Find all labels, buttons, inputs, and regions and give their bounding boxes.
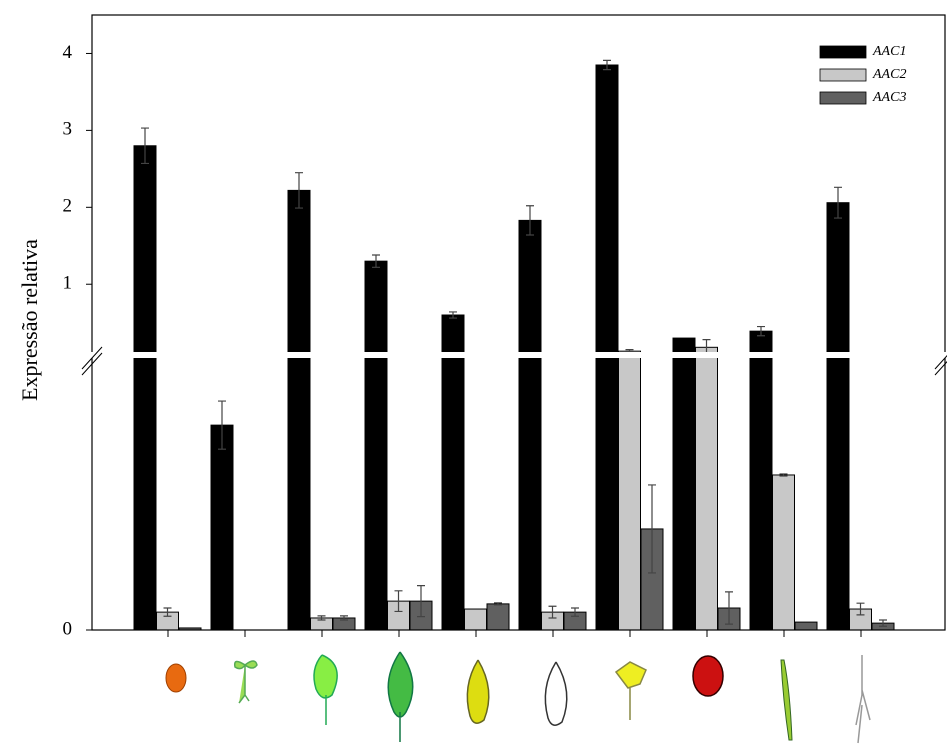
bar	[750, 331, 772, 630]
bar	[134, 146, 156, 630]
legend-label: AAC3	[872, 90, 906, 105]
bar	[596, 65, 618, 630]
bar	[519, 220, 541, 630]
legend-label: AAC1	[872, 44, 906, 59]
y-axis-label: Expressão relativa	[17, 239, 42, 401]
bar	[673, 338, 695, 630]
axis-break-gap	[91, 352, 946, 358]
bar	[773, 475, 795, 630]
legend-swatch	[820, 46, 866, 58]
legend-swatch	[820, 69, 866, 81]
bar	[795, 622, 817, 630]
bar	[288, 190, 310, 630]
chart: Expressão relativa 0 1 2 3 4 AAC1 AAC2 AAC3	[0, 0, 947, 747]
y-tick-label: 1	[63, 273, 73, 294]
legend-label: AAC2	[872, 67, 906, 82]
bar	[365, 261, 387, 630]
legend-swatch	[820, 92, 866, 104]
bar	[465, 609, 487, 630]
y-tick-label: 2	[63, 196, 73, 217]
y-tick-label: 3	[63, 119, 73, 140]
bar	[211, 425, 233, 630]
bar	[827, 203, 849, 630]
icons	[166, 652, 870, 743]
y-tick-label: 4	[63, 42, 73, 63]
y-tick-label: 0	[63, 618, 73, 639]
bar	[696, 347, 718, 630]
bar	[619, 351, 641, 630]
bar	[442, 315, 464, 630]
bar	[487, 604, 509, 630]
